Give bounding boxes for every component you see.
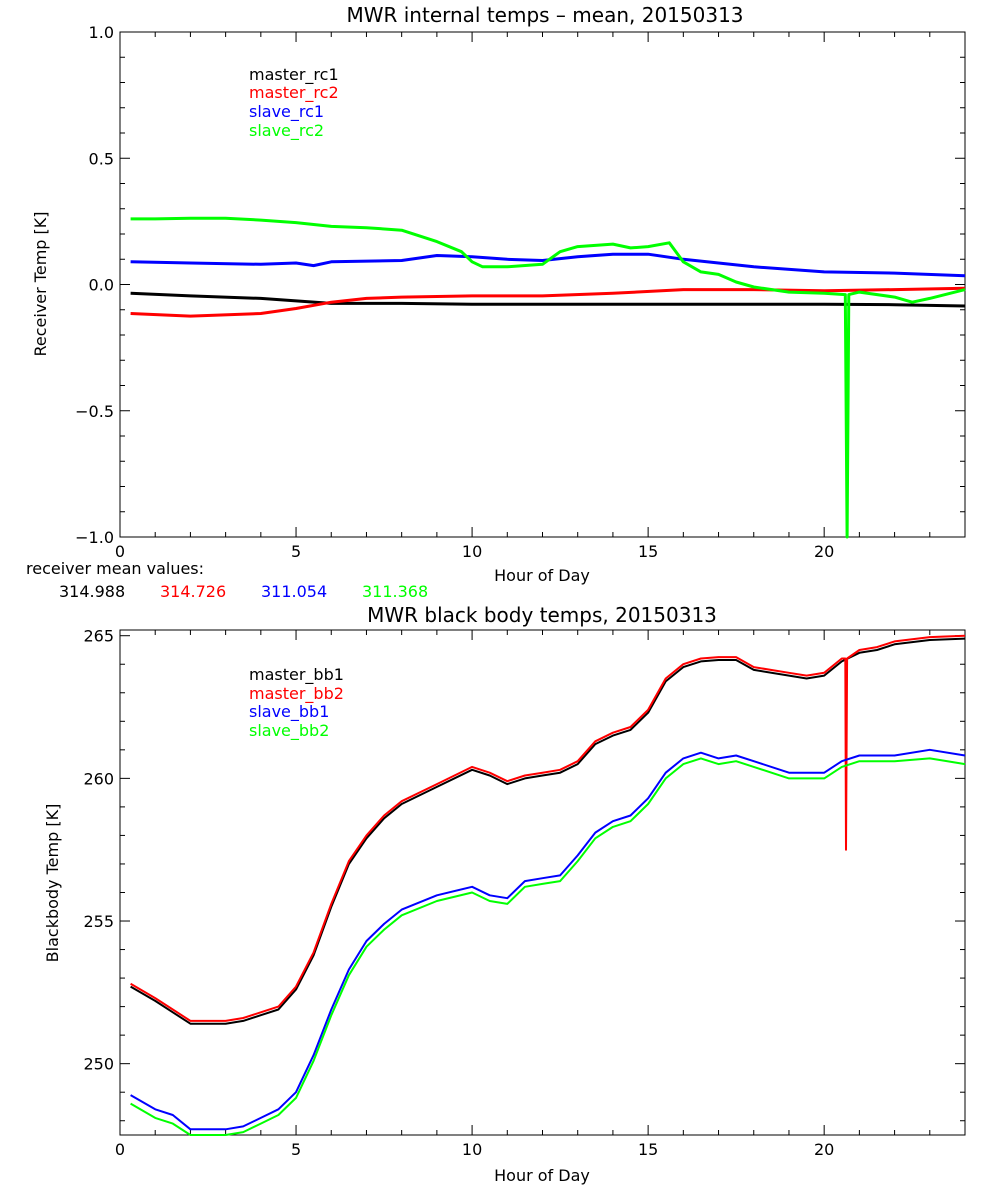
legend-slave-bb2: slave_bb2 xyxy=(249,721,329,741)
y-tick-label: 0.5 xyxy=(89,149,114,168)
series-master-rc1-line xyxy=(130,291,966,308)
series-lines xyxy=(130,216,966,539)
receiver-mean-label: receiver mean values: xyxy=(26,559,204,578)
y-tick-label: 0.0 xyxy=(89,276,114,295)
legend-slave-rc1: slave_rc1 xyxy=(249,102,324,122)
legend-slave-bb1: slave_bb1 xyxy=(249,702,329,722)
x-tick-label: 20 xyxy=(814,1140,834,1159)
mean-master-rc2: 314.726 xyxy=(160,582,226,601)
y-tick-label: 1.0 xyxy=(89,23,114,42)
y-tick-label: −1.0 xyxy=(75,528,114,547)
series-slave-bb1-line xyxy=(130,748,966,1131)
receiver-temps-chart: MWR internal temps – mean, 20150313 0 5 10… xyxy=(26,3,966,601)
series-slave-rc2-line xyxy=(130,216,966,539)
y-tick-label: 260 xyxy=(83,769,114,788)
x-tick-label: 10 xyxy=(462,542,482,561)
series-slave-bb2-line xyxy=(130,757,966,1136)
x-tick-label: 5 xyxy=(291,1140,301,1159)
series-lines xyxy=(130,634,966,1136)
x-tick-label: 0 xyxy=(115,1140,125,1159)
y-tick-label: 265 xyxy=(83,627,114,646)
series-master-bb2-line xyxy=(130,634,966,1022)
legend: master_rc1 master_rc2 slave_rc1 slave_rc… xyxy=(249,65,339,141)
chart-title: MWR internal temps – mean, 20150313 xyxy=(346,3,743,27)
axis-ticks: 0 5 10 15 20 −1.0 −0.5 0.0 0.5 1.0 xyxy=(75,23,966,561)
axis-ticks: 0 5 10 15 20 250 255 260 265 xyxy=(83,627,966,1159)
receiver-mean-values: receiver mean values: 314.988 314.726 31… xyxy=(26,559,428,601)
legend: master_bb1 master_bb2 slave_bb1 slave_bb… xyxy=(249,665,344,741)
x-axis-label: Hour of Day xyxy=(494,1166,590,1185)
x-tick-label: 0 xyxy=(115,542,125,561)
series-master-bb1-line xyxy=(130,637,966,1025)
legend-master-rc2: master_rc2 xyxy=(249,83,339,103)
legend-slave-rc2: slave_rc2 xyxy=(249,121,324,141)
mean-master-rc1: 314.988 xyxy=(59,582,125,601)
chart-title: MWR black body temps, 20150313 xyxy=(367,603,717,627)
y-tick-label: 255 xyxy=(83,912,114,931)
y-tick-label: 250 xyxy=(83,1055,114,1074)
x-tick-label: 15 xyxy=(638,542,658,561)
y-axis-label: Receiver Temp [K] xyxy=(31,211,50,356)
x-tick-label: 10 xyxy=(462,1140,482,1159)
legend-master-rc1: master_rc1 xyxy=(249,65,339,85)
y-tick-label: −0.5 xyxy=(75,402,114,421)
y-axis-label: Blackbody Temp [K] xyxy=(43,804,62,963)
legend-master-bb2: master_bb2 xyxy=(249,684,344,704)
mean-slave-rc1: 311.054 xyxy=(261,582,327,601)
x-axis-label: Hour of Day xyxy=(494,566,590,585)
x-tick-label: 5 xyxy=(291,542,301,561)
blackbody-temps-chart: MWR black body temps, 20150313 0 5 10 15 20 2… xyxy=(43,603,966,1185)
mean-slave-rc2: 311.368 xyxy=(362,582,428,601)
series-master-rc2-line xyxy=(130,286,966,318)
legend-master-bb1: master_bb1 xyxy=(249,665,344,685)
x-tick-label: 20 xyxy=(814,542,834,561)
x-tick-label: 15 xyxy=(638,1140,658,1159)
series-slave-rc1-line xyxy=(130,252,966,278)
